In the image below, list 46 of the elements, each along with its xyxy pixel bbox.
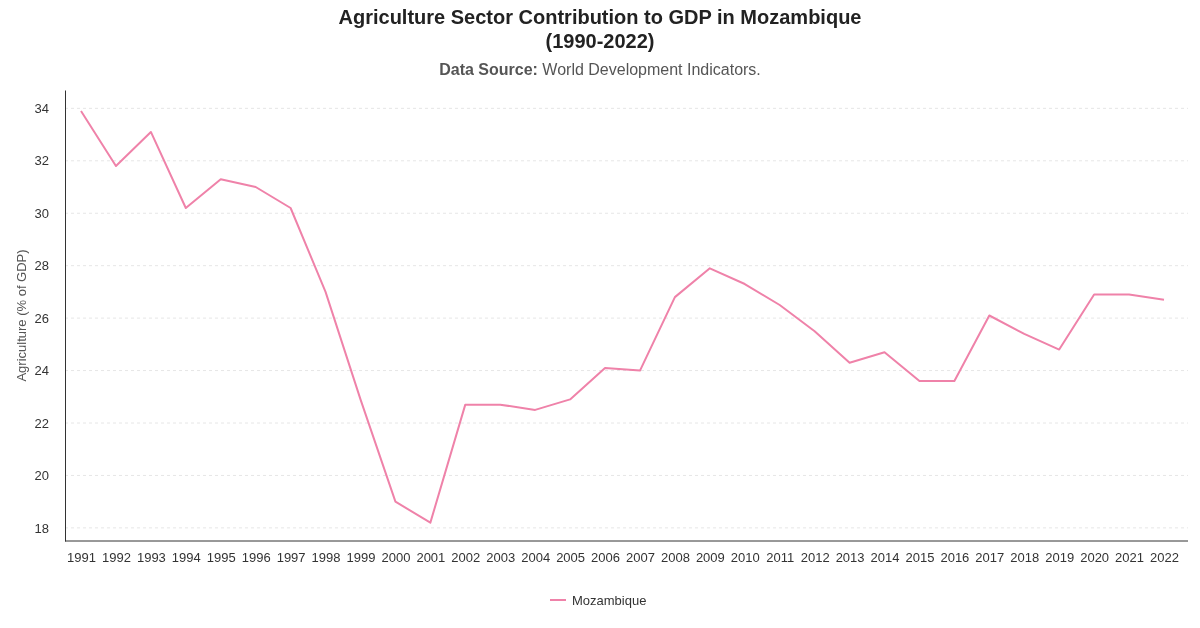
x-tick-label: 2007 (626, 550, 655, 566)
x-tick-label: 1998 (311, 550, 341, 566)
chart-title: Agriculture Sector Contribution to GDP in Mozambique (1990-2022) (338, 6, 862, 52)
x-tick-label: 1991 (67, 550, 96, 566)
x-tick-label: 2010 (730, 550, 760, 566)
x-tick-label: 2001 (416, 550, 446, 566)
x-tick-label: 2020 (1080, 550, 1110, 566)
x-tick-label: 1996 (241, 550, 271, 566)
x-tick-label: 2004 (521, 550, 551, 566)
x-tick-label: 1995 (206, 550, 236, 566)
x-tick-label: 2016 (940, 550, 970, 566)
legend-label: Mozambique (572, 592, 647, 608)
y-axis-title: Agriculture (% of GDP) (14, 249, 29, 382)
x-tick-label: 2005 (556, 550, 586, 566)
x-tick-label: 2009 (695, 550, 725, 566)
y-tick-label: 30 (34, 205, 49, 221)
x-tick-label: 2000 (381, 550, 411, 566)
x-tick-label: 2018 (1010, 550, 1040, 566)
y-tick-label: 26 (34, 310, 49, 326)
line-series (80, 109, 1165, 524)
y-tick-label: 20 (34, 468, 49, 484)
y-tick-label: 28 (34, 258, 49, 274)
x-tick-label: 2008 (660, 550, 690, 566)
x-tick-label: 2015 (905, 550, 935, 566)
x-tick-label: 2019 (1045, 550, 1075, 566)
x-tick-label: 2017 (975, 550, 1005, 566)
y-tick-label: 24 (34, 363, 49, 379)
y-tick-label: 34 (34, 101, 49, 117)
x-tick-label: 1994 (171, 550, 201, 566)
x-tick-label: 2006 (591, 550, 620, 566)
x-tick-label: 2014 (870, 550, 900, 566)
x-tick-label: 2013 (835, 550, 865, 566)
x-tick-label: 1992 (101, 550, 131, 566)
x-tick-label: 2022 (1150, 550, 1179, 566)
x-tick-label: 2021 (1115, 550, 1145, 566)
y-tick-label: 32 (34, 153, 49, 169)
x-tick-label: 2012 (800, 550, 830, 566)
x-tick-label: 2011 (766, 550, 795, 566)
x-tick-label: 1997 (276, 550, 306, 566)
x-tick-label: 2003 (486, 550, 516, 566)
x-tick-label: 1999 (346, 550, 376, 566)
chart-subtitle: Data Source: World Development Indicators. (439, 61, 761, 78)
y-tick-label: 22 (34, 415, 49, 431)
y-tick-label: 18 (34, 520, 49, 536)
x-tick-label: 1993 (136, 550, 166, 566)
x-tick-label: 2002 (451, 550, 481, 566)
